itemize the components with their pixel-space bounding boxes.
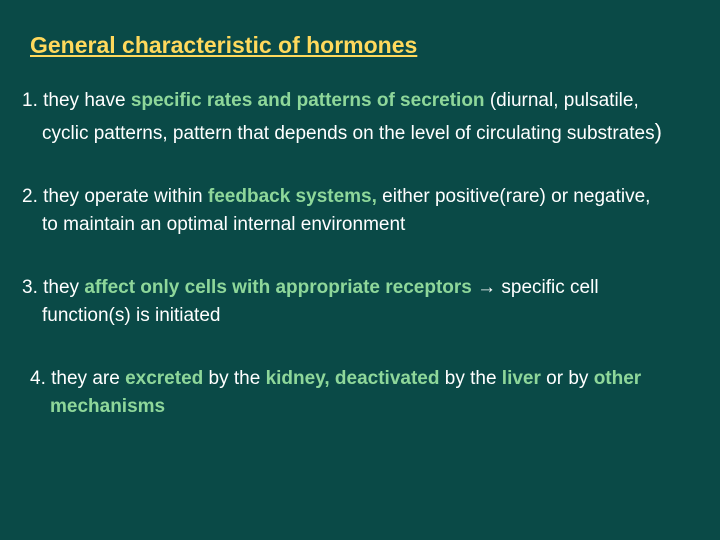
text: they operate within <box>38 186 208 207</box>
emphasis: mechanisms <box>50 396 165 417</box>
item-number: 4. <box>30 368 46 389</box>
text: (diurnal, pulsatile, <box>485 90 639 111</box>
text: they are <box>46 368 125 389</box>
emphasis: specific rates and patterns of secretion <box>131 90 485 111</box>
list-item-4: 4. they are excreted by the kidney, deac… <box>22 365 698 422</box>
item-number: 3. <box>22 277 38 298</box>
item-number: 1. <box>22 90 38 111</box>
text: by the <box>203 368 265 389</box>
text: either positive(rare) or negative, <box>377 186 651 207</box>
text: specific cell <box>501 277 598 298</box>
arrow-icon: → <box>472 277 502 298</box>
text: by the <box>439 368 501 389</box>
text: cyclic patterns, pattern that depends on… <box>42 123 655 144</box>
slide: General characteristic of hormones 1. th… <box>0 0 720 540</box>
text: to maintain an optimal internal environm… <box>42 214 405 235</box>
list-item-1: 1. they have specific rates and patterns… <box>22 87 698 149</box>
emphasis: kidney, deactivated <box>266 368 440 389</box>
text: ) <box>655 119 662 144</box>
emphasis: feedback systems, <box>208 186 377 207</box>
emphasis: other <box>594 368 642 389</box>
emphasis: excreted <box>125 368 203 389</box>
slide-title: General characteristic of hormones <box>30 28 698 63</box>
text: they have <box>38 90 131 111</box>
list-item-2: 2. they operate within feedback systems,… <box>22 183 698 240</box>
text: or by <box>541 368 594 389</box>
emphasis: affect only cells with appropriate recep… <box>84 277 472 298</box>
item-number: 2. <box>22 186 38 207</box>
list-item-3: 3. they affect only cells with appropria… <box>22 274 698 331</box>
text: they <box>38 277 84 298</box>
text: function(s) is initiated <box>42 305 220 326</box>
emphasis: liver <box>502 368 541 389</box>
